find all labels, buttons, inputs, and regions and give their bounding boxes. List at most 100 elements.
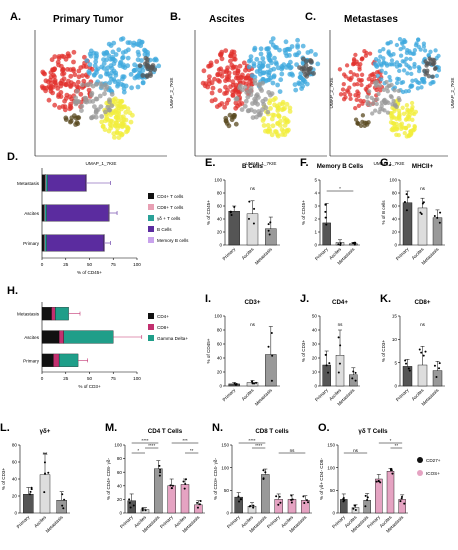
y-tick-label: 100	[221, 465, 229, 470]
umap-point	[403, 125, 408, 131]
bar	[402, 202, 413, 246]
umap-point	[422, 48, 428, 53]
umap-point	[337, 67, 343, 72]
umap-point	[375, 73, 380, 79]
data-point	[158, 474, 161, 477]
umap-plot	[194, 30, 327, 157]
umap-point	[415, 86, 421, 91]
umap-point	[353, 117, 359, 122]
umap-point	[264, 46, 269, 52]
y-tick-label: 60	[217, 204, 223, 209]
umap-point	[402, 130, 407, 136]
bar	[154, 468, 163, 514]
umap-point	[87, 65, 93, 71]
umap-point	[201, 68, 207, 74]
umap-point	[106, 117, 111, 123]
umap-point	[107, 97, 112, 103]
y-tick-label: 80	[217, 191, 223, 196]
umap-point	[359, 82, 364, 88]
umap-point	[228, 84, 233, 90]
umap-point	[123, 83, 129, 89]
umap-point	[131, 40, 137, 46]
umap-point	[260, 107, 265, 112]
data-point	[158, 464, 161, 467]
chart-title: B Cells	[242, 163, 264, 170]
umap-point	[396, 88, 401, 94]
data-point	[63, 498, 66, 501]
significance-label: ns	[250, 322, 256, 327]
data-point	[233, 382, 236, 385]
chart-title: γδ T Cells	[358, 428, 388, 435]
umap-point	[266, 70, 272, 76]
bar	[375, 478, 383, 514]
bar	[322, 364, 331, 387]
umap-point	[252, 109, 258, 114]
bar	[432, 217, 443, 246]
umap-point	[140, 73, 146, 78]
umap-point	[269, 116, 275, 122]
umap-point	[56, 94, 61, 99]
umap-point	[154, 57, 159, 63]
data-point	[407, 196, 410, 199]
umap-point	[100, 124, 106, 129]
data-point	[290, 498, 293, 501]
umap-point	[119, 82, 124, 87]
umap-point	[209, 80, 215, 86]
significance-label: *	[390, 438, 392, 443]
umap-point	[301, 65, 306, 71]
y-tick-label: 2	[314, 217, 317, 222]
umap-point	[408, 129, 413, 134]
umap-point	[75, 79, 81, 85]
umap-point	[92, 63, 98, 69]
umap-point	[229, 49, 235, 55]
data-point	[171, 484, 174, 487]
y-tick-label: 10	[312, 370, 318, 375]
bar	[261, 474, 270, 514]
umap-point	[293, 87, 299, 93]
umap-point	[403, 39, 408, 44]
umap-point	[115, 101, 121, 107]
umap-point	[212, 97, 218, 103]
bar-segment	[41, 234, 45, 252]
umap-point	[416, 37, 421, 42]
umap-point	[389, 58, 395, 63]
umap-point	[152, 67, 158, 72]
bar-segment	[44, 234, 47, 252]
bar	[322, 222, 331, 246]
umap-point	[120, 50, 126, 55]
umap-point	[272, 102, 277, 108]
y-tick-label: 40	[217, 217, 223, 222]
category-label: Primary	[226, 514, 241, 529]
umap-point	[92, 104, 97, 109]
data-point	[275, 495, 278, 498]
umap-point	[407, 113, 412, 118]
umap-point	[271, 97, 277, 103]
umap-point	[357, 65, 362, 70]
umap-point	[430, 80, 435, 85]
y-tick-label: 50	[312, 314, 318, 319]
x-tick-label: 100	[133, 376, 141, 381]
umap-y-label: UMAP_2_7KIE	[329, 78, 334, 109]
umap-point	[288, 59, 293, 65]
y-tick-label: 0	[332, 511, 335, 516]
umap-point	[225, 88, 230, 93]
umap-point	[386, 50, 391, 56]
significance-label: ns	[420, 186, 426, 191]
legend-swatch	[148, 204, 154, 210]
category-label: Primary	[395, 387, 410, 402]
data-point	[61, 504, 64, 507]
umap-point	[295, 44, 300, 50]
umap-point	[214, 59, 220, 64]
umap-point	[135, 84, 141, 90]
umap-point	[268, 92, 273, 98]
umap-point	[347, 85, 352, 90]
umap-point	[232, 53, 237, 58]
umap-point	[403, 117, 409, 122]
umap-point	[137, 67, 143, 73]
umap-point	[103, 82, 108, 88]
data-point	[44, 472, 47, 475]
umap-point	[116, 47, 122, 53]
data-point	[352, 507, 355, 510]
umap-point	[370, 111, 375, 116]
data-point	[328, 362, 331, 365]
